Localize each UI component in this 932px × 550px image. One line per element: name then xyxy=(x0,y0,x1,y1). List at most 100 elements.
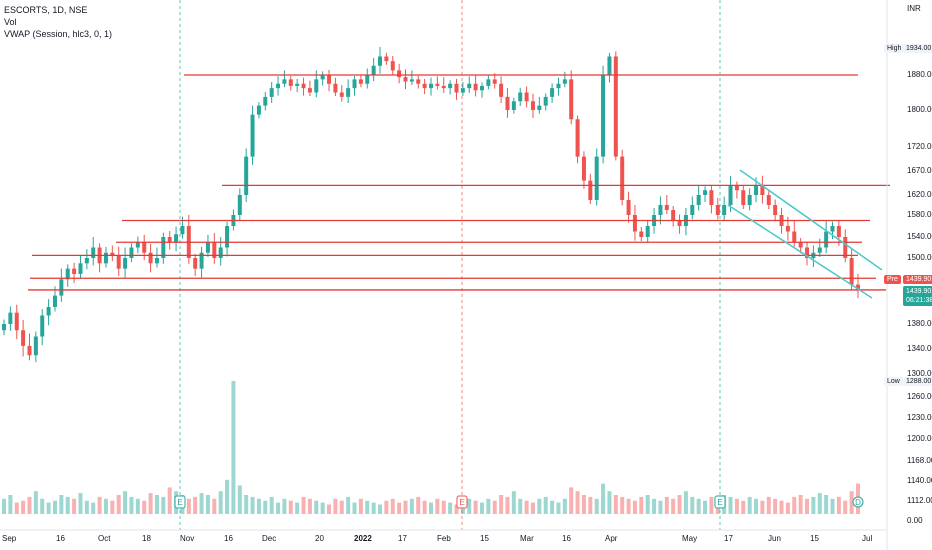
volume-bar xyxy=(792,496,797,514)
time-tick-label: 17 xyxy=(398,534,407,543)
candle-body xyxy=(632,215,637,232)
candle-body xyxy=(613,56,618,157)
time-tick-label: Jul xyxy=(862,534,873,543)
volume-bar xyxy=(652,498,657,514)
candle-body xyxy=(473,83,478,91)
volume-bar xyxy=(27,496,32,514)
candle-body xyxy=(722,205,727,215)
price-tick-label: 1200.00 xyxy=(907,434,932,443)
volume-bar xyxy=(244,495,249,514)
candle-body xyxy=(244,156,249,195)
candle-body xyxy=(715,205,720,215)
volume-bar xyxy=(473,500,478,514)
volume-bar xyxy=(824,495,829,514)
symbol-title[interactable]: ESCORTS, 1D, NSE xyxy=(4,5,88,15)
time-tick-label: 17 xyxy=(724,534,733,543)
volume-bar xyxy=(562,498,567,514)
volume-indicator-label[interactable]: Vol xyxy=(4,17,17,27)
volume-bar xyxy=(339,500,344,514)
volume-bar xyxy=(511,491,516,514)
volume-bar xyxy=(677,495,682,514)
volume-bar xyxy=(2,498,6,514)
candle-body xyxy=(358,79,363,84)
time-tick-label: Oct xyxy=(98,534,111,543)
candle-body xyxy=(135,242,140,248)
support-resistance-lines[interactable] xyxy=(28,74,890,291)
candle-body xyxy=(824,231,829,248)
volume-bar xyxy=(766,496,771,514)
channel-lower-line[interactable] xyxy=(727,204,873,299)
candle-body xyxy=(333,83,338,93)
candle-body xyxy=(390,61,395,71)
event-marker-0[interactable]: E xyxy=(174,495,186,509)
price-tick-label: 1168.00 xyxy=(907,456,932,465)
volume-bar xyxy=(40,498,45,514)
candle-body xyxy=(575,119,580,157)
volume-bar xyxy=(116,495,121,514)
event-marker-1[interactable]: E xyxy=(456,495,468,509)
candle-body xyxy=(830,226,835,232)
event-marker-3[interactable]: D xyxy=(852,496,864,508)
price-tick-label: 1670.00 xyxy=(907,166,932,175)
volume-bar xyxy=(843,500,848,514)
chart-legend: ESCORTS, 1D, NSE Vol VWAP (Session, hlc3… xyxy=(4,4,112,40)
candle-body xyxy=(2,324,6,331)
volume-bar xyxy=(52,500,57,514)
price-tick-label: 1340.00 xyxy=(907,344,932,353)
vwap-indicator-label[interactable]: VWAP (Session, hlc3, 0, 1) xyxy=(4,29,113,39)
candle-body xyxy=(180,226,185,235)
volume-bar xyxy=(397,502,402,514)
volume-bar xyxy=(805,498,810,514)
candle-body xyxy=(403,77,408,82)
candle-body xyxy=(664,205,669,210)
time-tick-label: Sep xyxy=(2,534,17,543)
candle-body xyxy=(339,92,344,97)
candle-body xyxy=(562,79,567,84)
volume-bar xyxy=(703,500,708,514)
candle-body xyxy=(556,83,561,89)
candle-body xyxy=(499,83,504,97)
event-marker-label: D xyxy=(855,498,861,507)
volume-bar xyxy=(435,498,440,514)
candle-body xyxy=(785,226,790,232)
volume-bar xyxy=(683,491,688,514)
candle-body xyxy=(817,247,822,253)
price-tick-label: 1230.00 xyxy=(907,413,932,422)
volume-bar xyxy=(556,502,561,514)
candle-body xyxy=(581,156,586,181)
candle-body xyxy=(365,75,370,84)
candle-body xyxy=(773,205,778,215)
volume-bar xyxy=(671,498,676,514)
volume-bar xyxy=(505,496,510,514)
time-tick-label: 2022 xyxy=(354,534,372,543)
volume-bar xyxy=(486,498,491,514)
candle-body xyxy=(792,231,797,243)
candle-body xyxy=(626,200,631,215)
volume-bar xyxy=(237,485,242,514)
candle-body xyxy=(492,79,497,84)
candle-body xyxy=(805,247,810,258)
volume-bar xyxy=(390,498,395,514)
price-tick-label: 1800.00 xyxy=(907,105,932,114)
volume-bar xyxy=(537,498,542,514)
candle-body xyxy=(218,247,223,258)
volume-bar xyxy=(620,496,625,514)
event-marker-label: E xyxy=(177,498,182,507)
candle-body xyxy=(460,88,465,93)
volume-bar xyxy=(441,500,446,514)
candle-body xyxy=(645,226,650,237)
candle-body xyxy=(709,190,714,205)
candle-body xyxy=(397,70,402,78)
volume-bar xyxy=(518,498,523,514)
volume-bar xyxy=(301,496,306,514)
event-marker-2[interactable]: E xyxy=(714,495,726,509)
volume-bar xyxy=(103,498,108,514)
candle-body xyxy=(594,156,599,200)
volume-bar xyxy=(798,495,803,514)
channel-upper-line[interactable] xyxy=(739,169,883,271)
volume-bar xyxy=(307,498,312,514)
descending-channel[interactable] xyxy=(727,169,883,299)
candle-body xyxy=(129,247,134,258)
